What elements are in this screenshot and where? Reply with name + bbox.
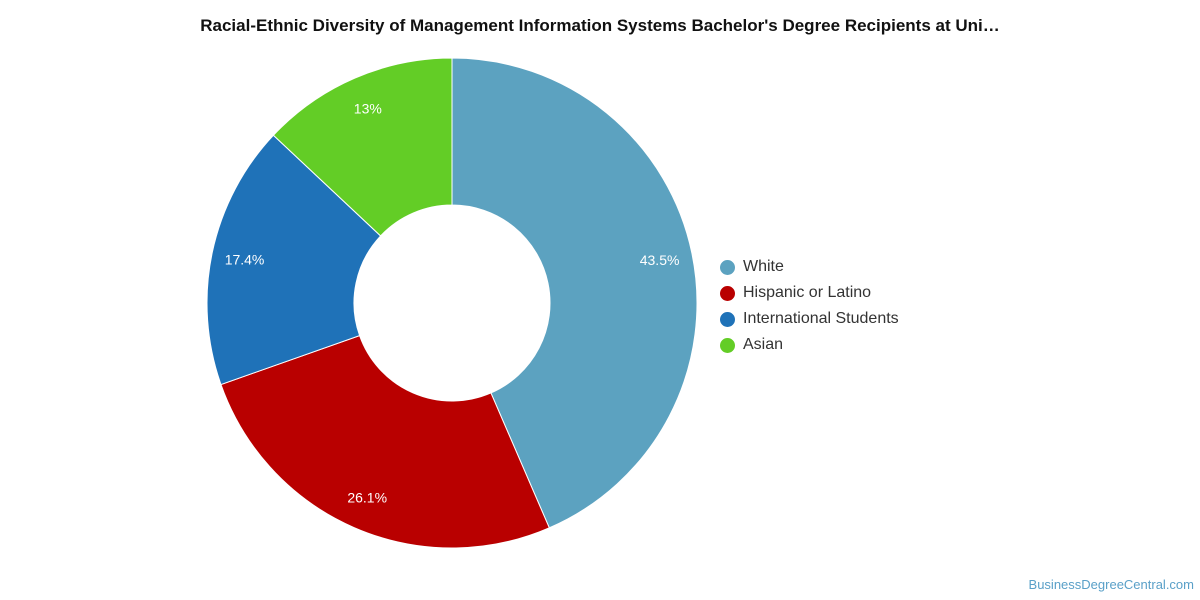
legend-swatch (720, 311, 735, 327)
legend-swatch (720, 337, 735, 353)
legend-label: International Students (743, 310, 899, 327)
legend-item-white[interactable]: White (720, 254, 899, 280)
slice-labels: 43.5% 26.1% 17.4% 13% (225, 100, 680, 505)
legend-item-international-students[interactable]: International Students (720, 306, 899, 332)
legend-item-asian[interactable]: Asian (720, 332, 899, 358)
legend-swatch (720, 285, 735, 301)
legend: White Hispanic or Latino International Stu… (720, 254, 899, 358)
slice-label-hispanic-or-latino: 26.1% (347, 489, 387, 505)
slice-white[interactable] (451, 57, 698, 529)
slice-international-students[interactable] (206, 134, 382, 386)
watermark[interactable]: BusinessDegreeCentral.com (1028, 577, 1194, 592)
legend-label: White (743, 258, 784, 275)
slice-asian[interactable] (272, 57, 453, 237)
slice-label-international-students: 17.4% (225, 251, 265, 267)
slice-label-asian: 13% (354, 100, 382, 116)
slice-label-white: 43.5% (640, 252, 680, 268)
legend-label: Hispanic or Latino (743, 284, 872, 301)
legend-label: Asian (743, 336, 784, 353)
slice-hispanic-or-latino[interactable] (220, 334, 550, 549)
legend-swatch (720, 259, 735, 275)
legend-item-hispanic-or-latino[interactable]: Hispanic or Latino (720, 280, 899, 306)
chart-title: Racial-Ethnic Diversity of Management In… (200, 16, 1000, 35)
donut-slices (206, 57, 698, 549)
